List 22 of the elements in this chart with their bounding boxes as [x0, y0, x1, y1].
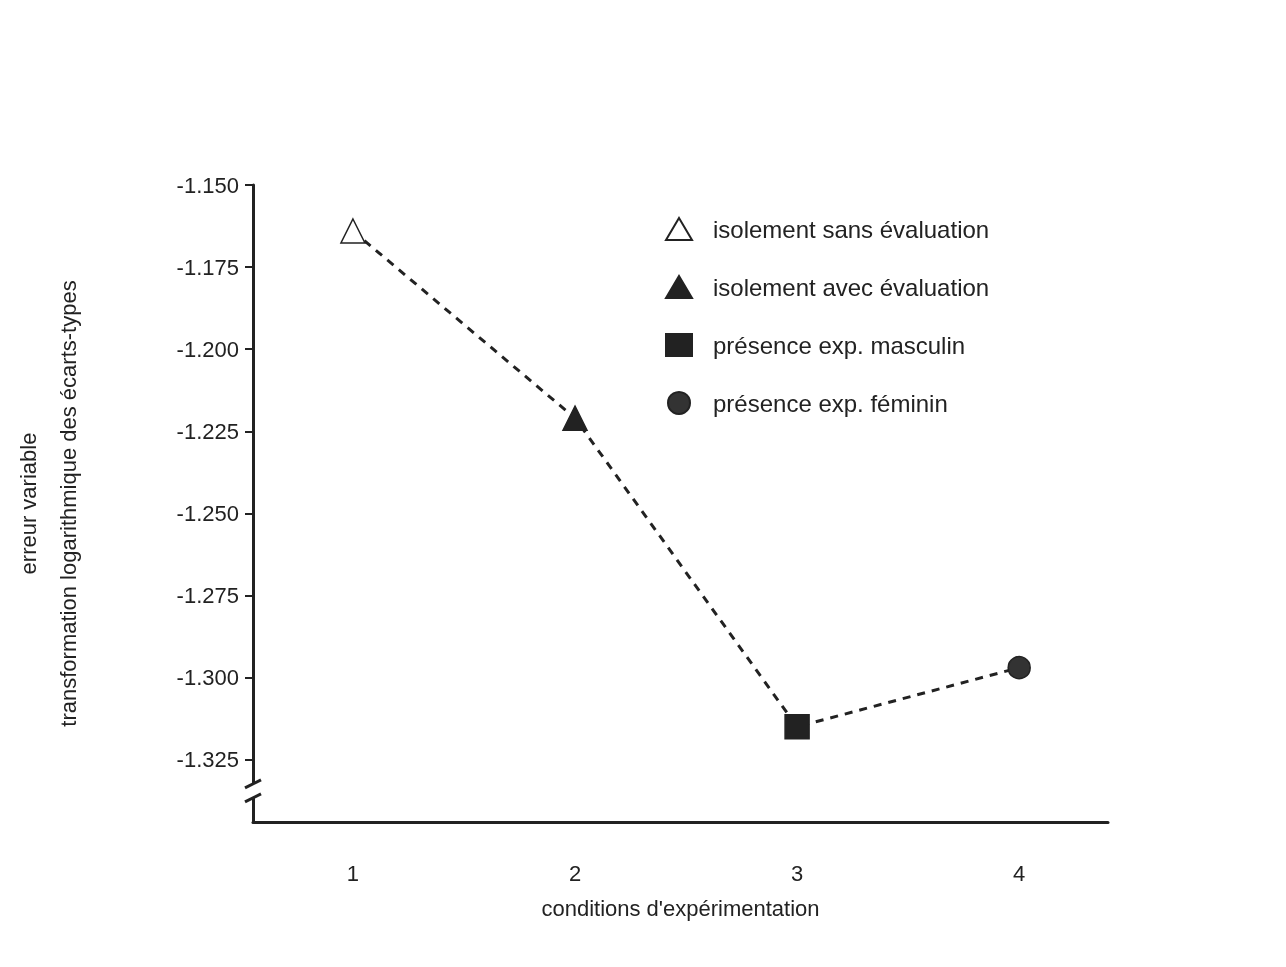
legend-label: isolement avec évaluation	[713, 273, 990, 301]
y-tick-label: -1.250	[176, 500, 239, 526]
y-tick-label: -1.300	[176, 665, 239, 691]
point	[562, 405, 588, 431]
y-tick-label: -1.150	[176, 172, 239, 198]
legend-label: isolement sans évaluation	[713, 215, 990, 243]
y-tick-label: -1.225	[176, 418, 239, 444]
x-tick-label: 4	[1013, 860, 1026, 886]
legend-label: présence exp. féminin	[713, 389, 948, 417]
y-tick-label: -1.200	[176, 336, 239, 362]
y-axis-title: erreur variable transformation logarithmique des écarts-types	[15, 280, 81, 727]
point	[340, 218, 366, 244]
legend-label: présence exp. masculin	[713, 331, 966, 359]
x-tick-label: 2	[568, 860, 582, 886]
y-tick-label: -1.175	[176, 254, 239, 280]
x-axis-title: conditions d'expérimentation	[541, 896, 820, 922]
y-tick-label: -1.275	[176, 582, 239, 608]
point	[784, 714, 810, 740]
x-tick-label: 3	[790, 860, 804, 886]
y-tick-label: -1.325	[176, 747, 239, 773]
point	[1007, 655, 1031, 680]
x-tick-label: 1	[346, 860, 360, 886]
